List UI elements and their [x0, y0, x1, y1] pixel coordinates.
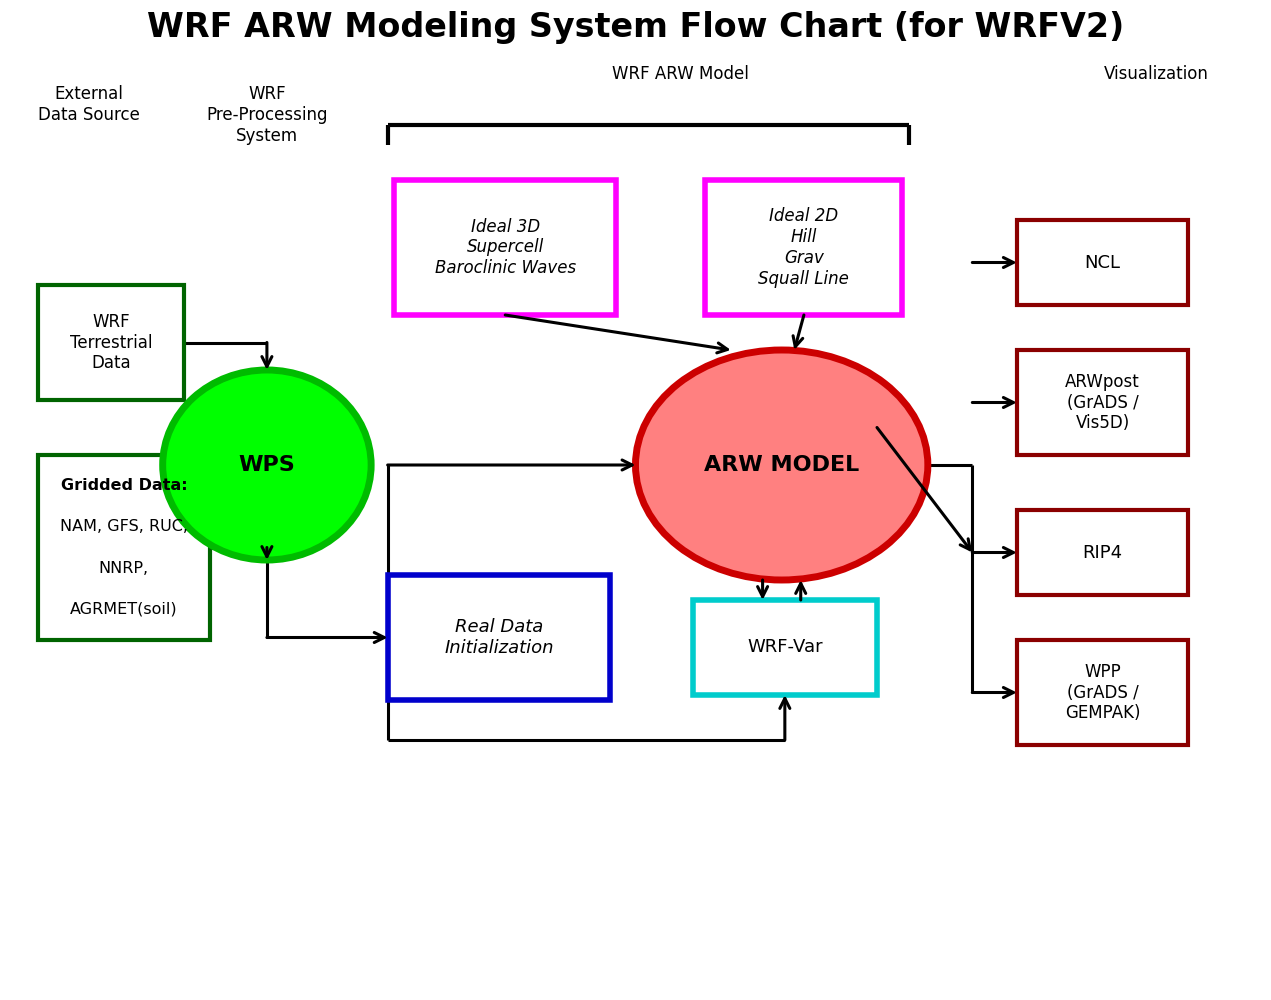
Text: ARWpost
(GrADS /
Vis5D): ARWpost (GrADS / Vis5D): [1065, 373, 1140, 432]
FancyBboxPatch shape: [705, 180, 902, 315]
Text: NNRP,: NNRP,: [99, 561, 149, 576]
Text: WPP
(GrADS /
GEMPAK): WPP (GrADS / GEMPAK): [1065, 663, 1140, 722]
Text: WRF ARW Model: WRF ARW Model: [611, 65, 749, 83]
FancyBboxPatch shape: [388, 575, 610, 700]
Ellipse shape: [636, 350, 928, 580]
Text: External
Data Source: External Data Source: [38, 85, 140, 124]
Text: Real Data
Initialization: Real Data Initialization: [444, 618, 554, 657]
Text: NCL: NCL: [1084, 254, 1121, 272]
FancyBboxPatch shape: [1017, 640, 1188, 745]
Text: ARW MODEL: ARW MODEL: [704, 455, 859, 475]
FancyBboxPatch shape: [1017, 350, 1188, 455]
FancyBboxPatch shape: [1017, 220, 1188, 305]
Text: Ideal 2D
Hill
Grav
Squall Line: Ideal 2D Hill Grav Squall Line: [759, 207, 849, 288]
FancyBboxPatch shape: [38, 285, 184, 400]
FancyBboxPatch shape: [1017, 510, 1188, 595]
Text: WRF-Var: WRF-Var: [747, 639, 822, 656]
Text: Ideal 3D
Supercell
Baroclinic Waves: Ideal 3D Supercell Baroclinic Waves: [435, 218, 576, 277]
Text: NAM, GFS, RUC,: NAM, GFS, RUC,: [60, 519, 188, 534]
Text: WRF
Terrestrial
Data: WRF Terrestrial Data: [70, 313, 153, 372]
FancyBboxPatch shape: [693, 600, 877, 695]
FancyBboxPatch shape: [38, 455, 210, 640]
Text: Gridded Data:: Gridded Data:: [61, 478, 187, 493]
Text: AGRMET(soil): AGRMET(soil): [70, 602, 178, 617]
Text: WRF
Pre-Processing
System: WRF Pre-Processing System: [206, 85, 328, 145]
Text: Visualization: Visualization: [1104, 65, 1209, 83]
Text: WPS: WPS: [239, 455, 295, 475]
Text: WRF ARW Modeling System Flow Chart (for WRFV2): WRF ARW Modeling System Flow Chart (for …: [147, 11, 1124, 44]
Text: RIP4: RIP4: [1083, 544, 1122, 562]
Ellipse shape: [163, 370, 371, 560]
FancyBboxPatch shape: [394, 180, 616, 315]
